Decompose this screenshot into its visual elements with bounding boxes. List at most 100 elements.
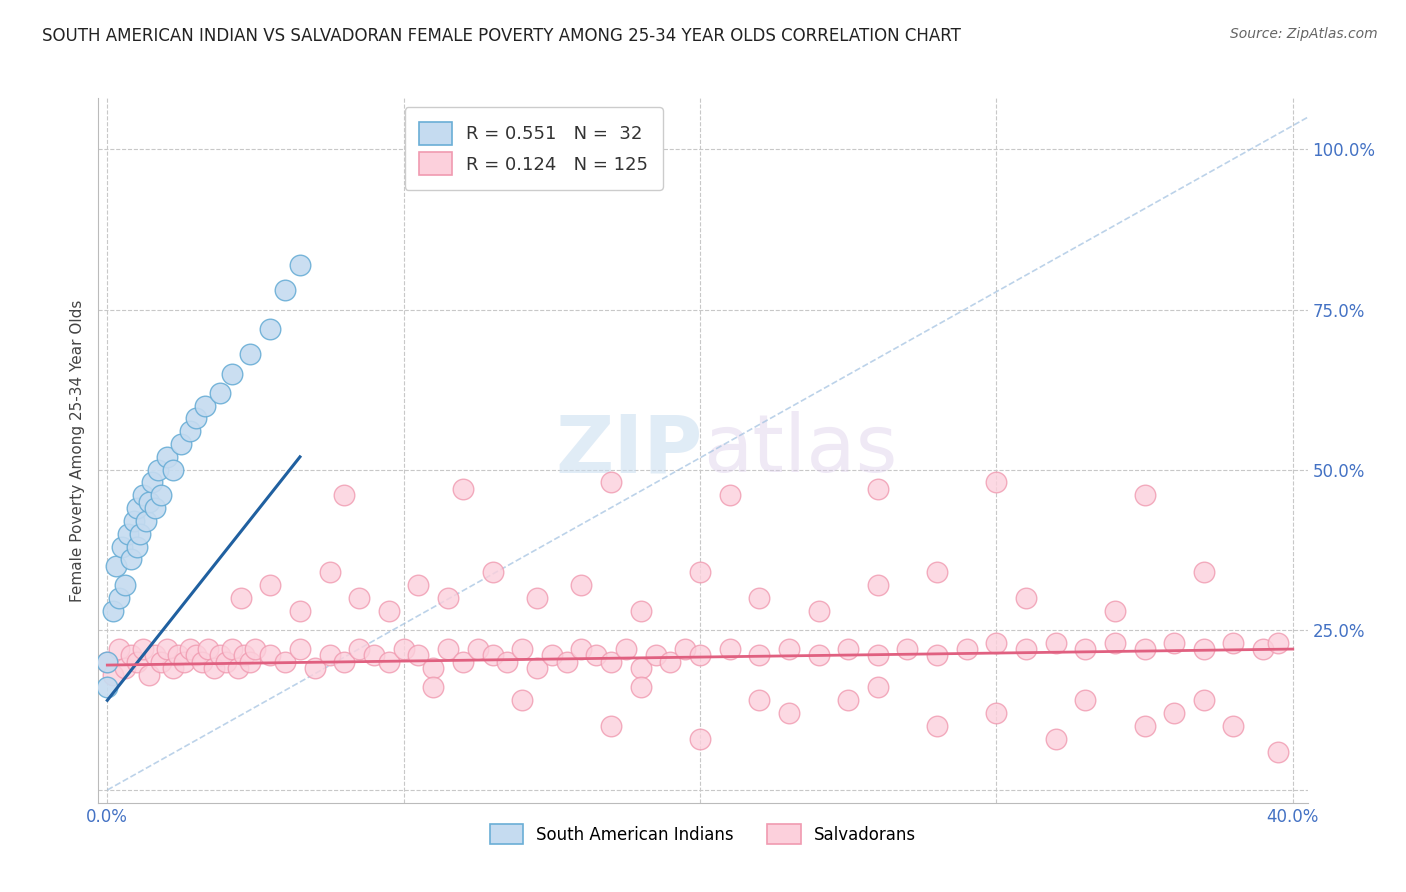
Point	[125, 501, 148, 516]
Point	[96, 655, 118, 669]
Point	[125, 540, 148, 554]
Point	[526, 591, 548, 605]
Point	[149, 488, 172, 502]
Point	[138, 667, 160, 681]
Point	[1192, 642, 1215, 657]
Point	[1133, 488, 1156, 502]
Point	[274, 655, 297, 669]
Text: ZIP: ZIP	[555, 411, 703, 490]
Point	[318, 565, 340, 579]
Point	[481, 565, 503, 579]
Point	[103, 667, 125, 681]
Point	[866, 648, 889, 663]
Point	[778, 706, 800, 720]
Point	[114, 661, 136, 675]
Point	[146, 463, 169, 477]
Y-axis label: Female Poverty Among 25-34 Year Olds: Female Poverty Among 25-34 Year Olds	[69, 300, 84, 601]
Point	[229, 591, 252, 605]
Point	[927, 565, 949, 579]
Point	[1163, 635, 1185, 649]
Point	[288, 258, 311, 272]
Point	[866, 578, 889, 592]
Point	[208, 385, 231, 400]
Point	[866, 482, 889, 496]
Point	[259, 648, 281, 663]
Point	[96, 655, 118, 669]
Point	[600, 655, 623, 669]
Point	[837, 693, 859, 707]
Point	[1045, 731, 1067, 746]
Point	[437, 642, 460, 657]
Point	[896, 642, 918, 657]
Point	[807, 604, 830, 618]
Point	[155, 642, 177, 657]
Point	[259, 578, 281, 592]
Point	[122, 514, 145, 528]
Point	[226, 661, 249, 675]
Point	[363, 648, 385, 663]
Point	[986, 706, 1008, 720]
Point	[986, 635, 1008, 649]
Point	[866, 681, 889, 695]
Point	[630, 681, 652, 695]
Point	[748, 693, 770, 707]
Point	[347, 591, 370, 605]
Point	[162, 661, 184, 675]
Point	[318, 648, 340, 663]
Point	[173, 655, 195, 669]
Point	[105, 558, 128, 573]
Point	[422, 681, 444, 695]
Text: Source: ZipAtlas.com: Source: ZipAtlas.com	[1230, 27, 1378, 41]
Point	[179, 424, 201, 438]
Point	[347, 642, 370, 657]
Point	[451, 655, 474, 669]
Point	[132, 642, 155, 657]
Point	[1163, 706, 1185, 720]
Point	[120, 648, 142, 663]
Point	[141, 475, 163, 490]
Point	[1133, 719, 1156, 733]
Point	[1222, 635, 1244, 649]
Point	[807, 648, 830, 663]
Text: SOUTH AMERICAN INDIAN VS SALVADORAN FEMALE POVERTY AMONG 25-34 YEAR OLDS CORRELA: SOUTH AMERICAN INDIAN VS SALVADORAN FEMA…	[42, 27, 962, 45]
Point	[1192, 565, 1215, 579]
Point	[927, 648, 949, 663]
Point	[748, 648, 770, 663]
Point	[333, 655, 356, 669]
Point	[927, 719, 949, 733]
Point	[108, 642, 131, 657]
Point	[221, 642, 243, 657]
Point	[585, 648, 607, 663]
Point	[571, 642, 593, 657]
Point	[496, 655, 519, 669]
Point	[422, 661, 444, 675]
Point	[288, 642, 311, 657]
Point	[162, 463, 184, 477]
Point	[125, 655, 148, 669]
Point	[288, 604, 311, 618]
Point	[1045, 635, 1067, 649]
Point	[1133, 642, 1156, 657]
Point	[540, 648, 562, 663]
Point	[1104, 604, 1126, 618]
Point	[451, 482, 474, 496]
Point	[510, 693, 533, 707]
Point	[659, 655, 682, 669]
Point	[1074, 642, 1097, 657]
Point	[114, 578, 136, 592]
Point	[221, 367, 243, 381]
Point	[718, 488, 741, 502]
Point	[179, 642, 201, 657]
Point	[232, 648, 254, 663]
Point	[194, 399, 217, 413]
Point	[1015, 642, 1038, 657]
Point	[1015, 591, 1038, 605]
Point	[437, 591, 460, 605]
Point	[197, 642, 219, 657]
Legend: South American Indians, Salvadorans: South American Indians, Salvadorans	[484, 817, 922, 851]
Point	[215, 655, 238, 669]
Point	[408, 578, 430, 592]
Text: atlas: atlas	[703, 411, 897, 490]
Point	[600, 475, 623, 490]
Point	[191, 655, 214, 669]
